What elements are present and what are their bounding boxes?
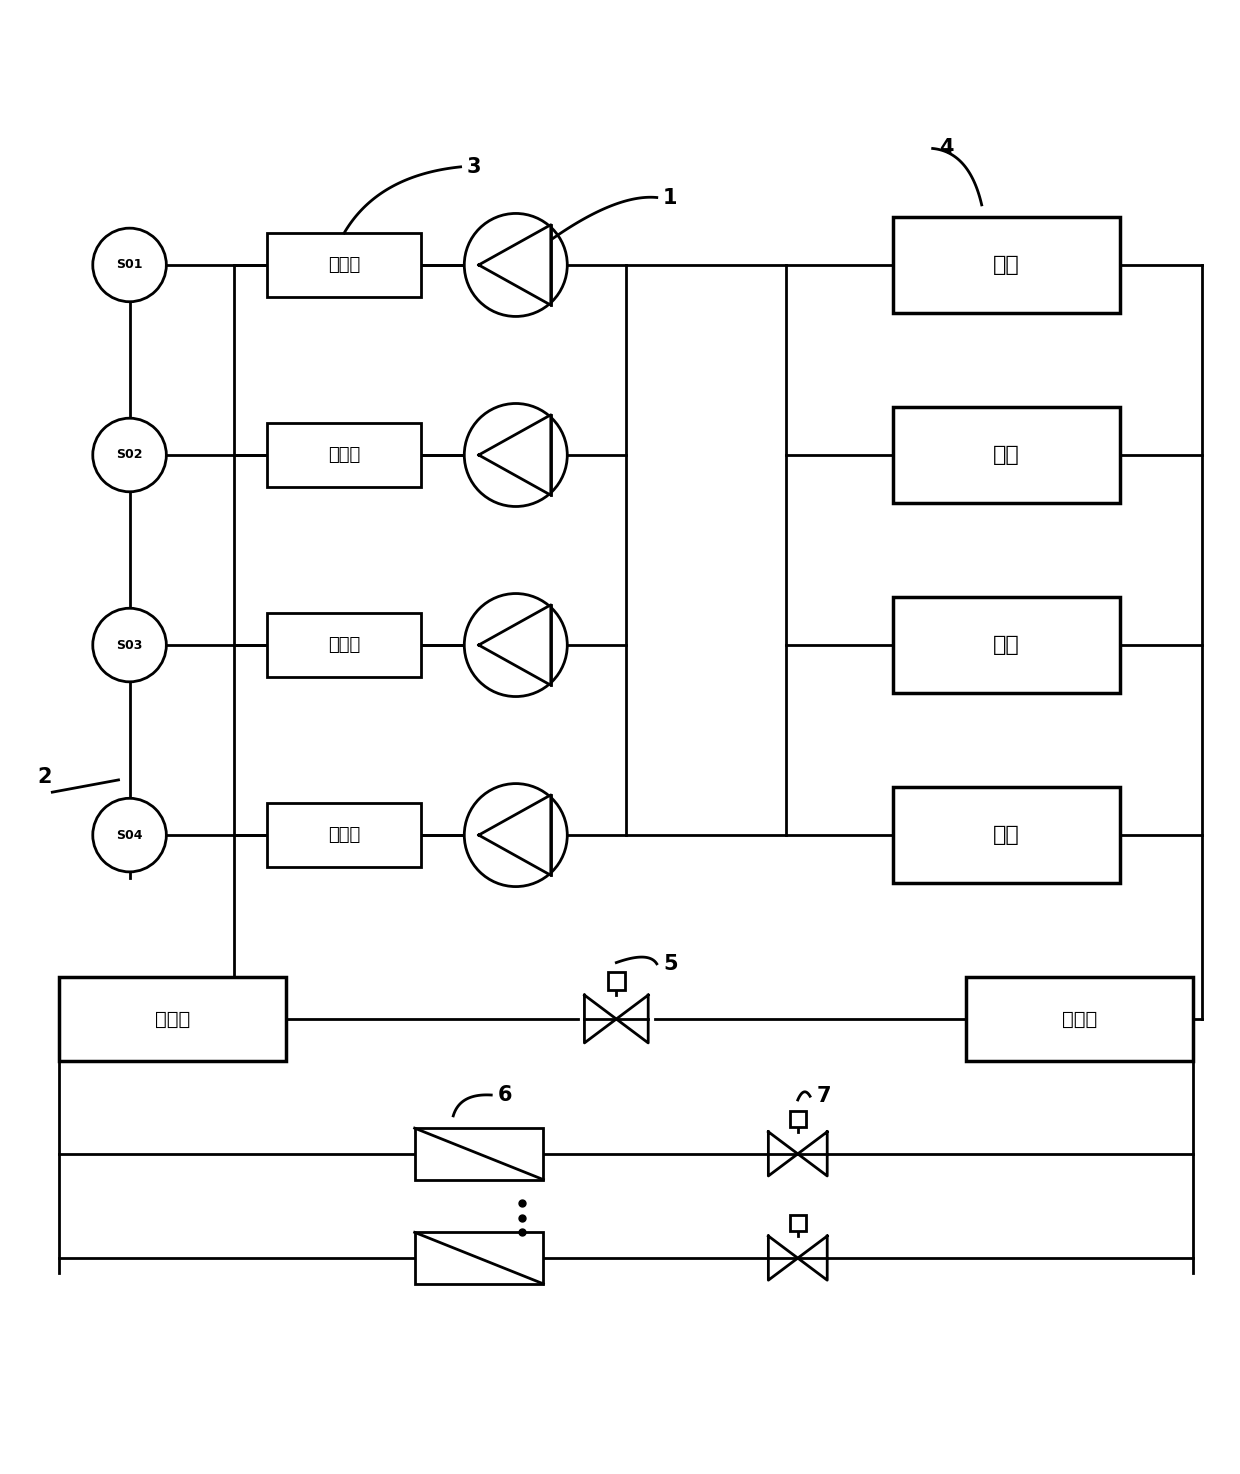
- Bar: [790, 1215, 806, 1231]
- Bar: [268, 423, 420, 486]
- Text: 变频器: 变频器: [329, 637, 361, 654]
- Polygon shape: [479, 794, 551, 876]
- Text: 冷机: 冷机: [993, 635, 1019, 654]
- Text: 集水器: 集水器: [155, 1010, 190, 1029]
- Bar: [268, 233, 420, 296]
- Text: S01: S01: [117, 258, 143, 271]
- Text: 冷机: 冷机: [993, 445, 1019, 464]
- Text: 7: 7: [816, 1086, 831, 1107]
- Text: S02: S02: [117, 448, 143, 461]
- Circle shape: [464, 404, 567, 507]
- Bar: [268, 613, 420, 677]
- Bar: [790, 1111, 806, 1128]
- Text: 变频器: 变频器: [329, 825, 361, 845]
- Bar: [893, 787, 1120, 883]
- Bar: [60, 977, 286, 1061]
- Text: S03: S03: [117, 638, 143, 652]
- Text: 4: 4: [939, 139, 954, 159]
- Text: 1: 1: [663, 187, 677, 208]
- Polygon shape: [479, 224, 551, 305]
- Text: 3: 3: [466, 156, 481, 177]
- Polygon shape: [479, 414, 551, 495]
- Text: 冷机: 冷机: [993, 255, 1019, 276]
- Polygon shape: [797, 1132, 827, 1176]
- Bar: [893, 217, 1120, 312]
- Bar: [893, 407, 1120, 503]
- Circle shape: [464, 594, 567, 697]
- Circle shape: [464, 214, 567, 317]
- Bar: [608, 973, 625, 991]
- Polygon shape: [797, 1237, 827, 1279]
- Text: 6: 6: [497, 1085, 512, 1106]
- Text: 5: 5: [663, 954, 677, 974]
- Text: 变频器: 变频器: [329, 256, 361, 274]
- Polygon shape: [584, 995, 616, 1044]
- Circle shape: [93, 419, 166, 492]
- Circle shape: [93, 228, 166, 302]
- Polygon shape: [769, 1132, 797, 1176]
- Bar: [414, 1232, 543, 1284]
- Bar: [893, 597, 1120, 693]
- Polygon shape: [769, 1237, 797, 1279]
- Text: 分水器: 分水器: [1063, 1010, 1097, 1029]
- Text: S04: S04: [117, 828, 143, 842]
- Polygon shape: [616, 995, 649, 1044]
- Text: 冷机: 冷机: [993, 825, 1019, 845]
- Text: 变频器: 变频器: [329, 447, 361, 464]
- Circle shape: [93, 609, 166, 682]
- Bar: [268, 803, 420, 867]
- Polygon shape: [479, 604, 551, 685]
- Circle shape: [93, 799, 166, 873]
- Bar: [414, 1128, 543, 1179]
- Circle shape: [464, 784, 567, 886]
- Text: 2: 2: [37, 768, 52, 787]
- Bar: [966, 977, 1193, 1061]
